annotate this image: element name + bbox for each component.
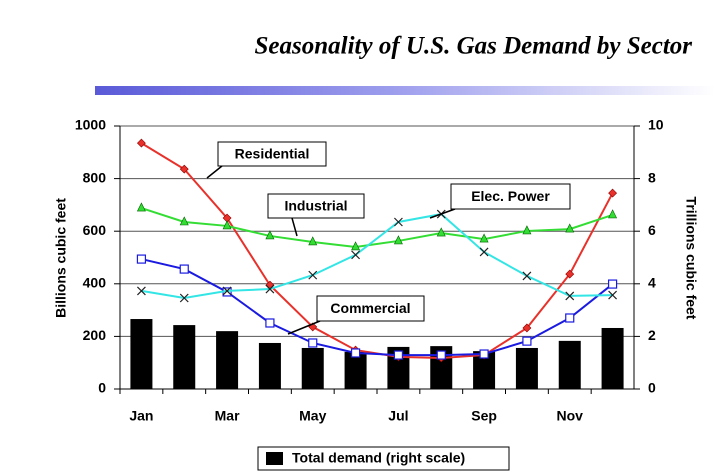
- y-axis-label: Billions cubic feet: [53, 198, 69, 318]
- annotation-leader: [429, 208, 456, 219]
- line: [140, 142, 614, 359]
- y-tick-label: 600: [83, 222, 107, 238]
- marker: [479, 233, 489, 243]
- marker: [479, 349, 489, 359]
- annotation: Industrial: [284, 198, 347, 214]
- y2-tick-label: 10: [648, 117, 664, 133]
- marker: [479, 247, 489, 257]
- x-tick-label: May: [299, 408, 326, 424]
- annotation-box: [217, 141, 327, 167]
- legend-label: Total demand (right scale): [292, 450, 465, 466]
- y-tick-label: 400: [83, 275, 107, 291]
- x-tick-label: Mar: [215, 408, 240, 424]
- x-tick-label: Jul: [388, 408, 408, 424]
- marker: [608, 188, 618, 198]
- marker: [351, 241, 361, 251]
- marker: [393, 217, 403, 227]
- annotation-leader: [287, 320, 321, 335]
- legend-box: [257, 446, 510, 471]
- marker: [608, 290, 618, 300]
- marker: [308, 236, 318, 246]
- bar: [558, 340, 581, 389]
- bar: [473, 351, 496, 389]
- line: [141, 207, 613, 248]
- marker: [436, 350, 446, 360]
- y2-axis-label: Trillions cubic feet: [683, 197, 699, 320]
- marker: [607, 279, 618, 289]
- marker: [351, 250, 361, 260]
- marker: [179, 216, 189, 226]
- bar: [344, 351, 367, 389]
- marker: [350, 348, 361, 358]
- marker: [179, 293, 189, 303]
- marker: [179, 264, 189, 274]
- y2-tick-label: 4: [648, 275, 656, 291]
- annotation-leader: [206, 165, 223, 179]
- marker: [222, 286, 232, 296]
- marker: [265, 230, 275, 240]
- bar: [173, 325, 196, 389]
- marker: [136, 202, 146, 212]
- marker: [179, 164, 189, 174]
- y-tick-label: 0: [98, 380, 106, 396]
- marker: [136, 254, 147, 264]
- marker: [565, 269, 575, 279]
- annotation-box: [316, 295, 425, 322]
- x-tick-label: Nov: [557, 408, 584, 424]
- marker: [522, 336, 532, 346]
- x-tick-label: Jan: [129, 408, 153, 424]
- annotation-leader: [291, 217, 298, 237]
- y2-tick-label: 0: [648, 380, 656, 396]
- bar: [301, 347, 324, 389]
- y-tick-label: 800: [83, 169, 107, 185]
- annotation: Commercial: [330, 300, 410, 316]
- marker: [136, 286, 146, 296]
- marker: [522, 225, 532, 235]
- marker: [393, 235, 403, 245]
- chart-title: Seasonality of U.S. Gas Demand by Sector: [255, 33, 693, 60]
- marker: [265, 284, 275, 294]
- line: [141, 258, 614, 357]
- marker: [222, 220, 232, 230]
- annotation-box: [450, 183, 571, 210]
- y2-tick-label: 8: [648, 169, 656, 185]
- marker: [522, 323, 532, 333]
- header-bar: [95, 86, 715, 95]
- bar: [130, 319, 153, 389]
- y-tick-label: 1000: [75, 117, 106, 133]
- bar: [601, 327, 624, 389]
- marker: [136, 138, 146, 148]
- y-tick-label: 200: [83, 327, 107, 343]
- marker: [565, 291, 575, 301]
- legend-swatch: [266, 452, 283, 465]
- marker: [522, 271, 532, 281]
- marker: [436, 227, 446, 237]
- marker: [308, 270, 318, 280]
- bar: [515, 347, 538, 389]
- bar: [216, 331, 239, 389]
- marker: [608, 209, 618, 219]
- line: [141, 213, 613, 300]
- annotation: Elec. Power: [471, 188, 550, 204]
- annotation-box: [267, 193, 365, 219]
- x-tick-label: Sep: [471, 408, 497, 424]
- marker: [308, 338, 318, 348]
- bar: [258, 342, 281, 389]
- y2-tick-label: 6: [648, 222, 656, 238]
- marker: [565, 223, 575, 233]
- annotation: Residential: [235, 146, 310, 162]
- marker: [565, 313, 575, 323]
- marker: [265, 318, 275, 328]
- y2-tick-label: 2: [648, 327, 656, 343]
- marker: [393, 350, 404, 360]
